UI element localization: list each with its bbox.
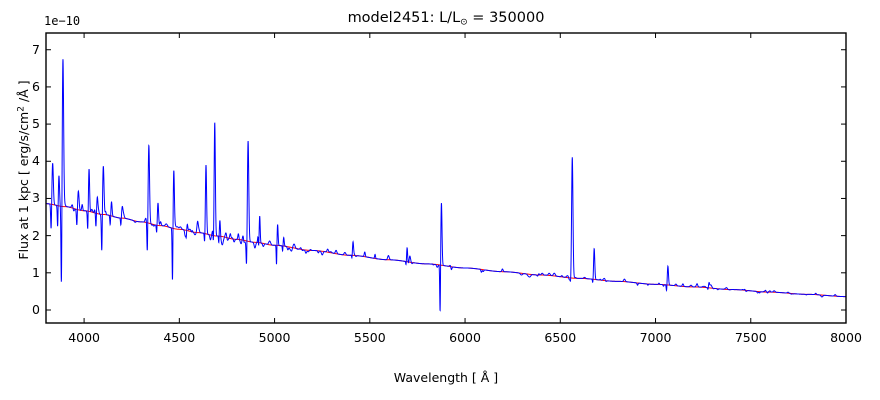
x-tick-label: 5500: [353, 330, 386, 345]
y-tick-label: 7: [32, 41, 40, 57]
y-tick-label: 2: [32, 227, 40, 243]
y-tick-label: 3: [32, 190, 40, 206]
plot-frame: [45, 32, 847, 324]
x-tick-label: 6500: [544, 330, 577, 345]
x-tick-label: 8000: [830, 330, 862, 345]
y-tick-label: 6: [32, 78, 40, 94]
title-suffix: = 350000: [467, 10, 545, 26]
x-tick-label: 4500: [163, 330, 196, 345]
y-tick-label: 1: [32, 264, 40, 280]
y-axis-offset-exponent: 1e−10: [44, 14, 81, 28]
axis-ticks: [46, 33, 847, 323]
spectrum-series-line: [46, 59, 846, 312]
x-tick-label: 6000: [449, 330, 481, 345]
title-prefix: model2451: L/L: [347, 10, 461, 26]
x-tick-label: 7500: [734, 330, 767, 345]
x-tick-label: 4000: [68, 330, 100, 345]
title-subscript-sun: ⊙: [460, 17, 468, 28]
plot-background: [46, 33, 846, 323]
y-tick-label: 5: [32, 116, 40, 132]
page-title: model2451: L/L⊙ = 350000: [46, 10, 846, 28]
y-tick-label: 4: [32, 153, 40, 169]
y-tick-label: 0: [32, 301, 40, 317]
x-axis-label: Wavelength [ Å ]: [393, 370, 499, 385]
x-tick-label: 5000: [258, 330, 291, 345]
x-tick-label: 7000: [639, 330, 672, 345]
